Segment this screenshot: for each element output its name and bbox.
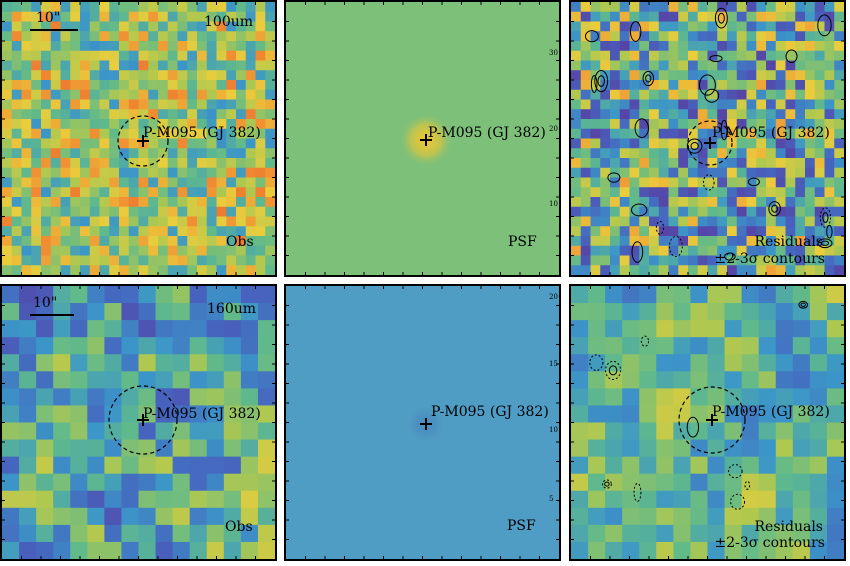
residual-map-160um [571,286,844,559]
obs-map-160um [2,286,275,559]
target-name: P-M095 (GJ 382) [143,125,261,141]
psf-map-100um [286,2,559,275]
residual-label: Residuals [754,234,823,250]
obs-map-100um [2,2,275,275]
band-label: 100um [204,14,254,30]
psf-axis-tick: 20 [549,293,558,301]
residual-map-100um [571,2,844,275]
psf-label: PSF [507,518,536,534]
psf-label: PSF [508,234,537,250]
psf-axis-tick: 30 [549,49,558,57]
psf-axis-tick: 15 [549,360,558,368]
contour-label: ±2-3σ contours [714,251,825,267]
obs-label: Obs [226,234,254,250]
psf-axis-tick: 20 [549,125,558,133]
psf-axis-tick: 5 [549,495,554,503]
scale-bar [30,314,74,316]
target-name: P-M095 (GJ 382) [431,404,549,420]
psf-panel-160um: 20 15 10 5 P-M095 (GJ 382) PSF [284,284,561,561]
obs-label: Obs [225,519,253,535]
scale-bar [30,29,78,31]
psf-map-160um [286,286,559,559]
target-name: P-M095 (GJ 382) [143,406,261,422]
obs-panel-160um: 10" 160um P-M095 (GJ 382) Obs [0,284,277,561]
psf-panel-100um: 30 20 10 P-M095 (GJ 382) PSF [284,0,561,277]
target-name: P-M095 (GJ 382) [428,125,546,141]
residual-label: Residuals [754,519,823,535]
contour-label: ±2-3σ contours [714,535,825,551]
target-name: P-M095 (GJ 382) [712,125,830,141]
psf-axis-tick: 10 [549,426,558,434]
residual-panel-160um: P-M095 (GJ 382) Residuals ±2-3σ contours [569,284,846,561]
scale-label: 10" [33,295,58,311]
target-name: P-M095 (GJ 382) [712,404,830,420]
obs-panel-100um: 10" 100um P-M095 (GJ 382) Obs [0,0,277,277]
scale-label: 10" [36,10,61,26]
band-label: 160um [207,301,257,317]
psf-axis-tick: 10 [549,200,558,208]
residual-panel-100um: P-M095 (GJ 382) Residuals ±2-3σ contours [569,0,846,277]
